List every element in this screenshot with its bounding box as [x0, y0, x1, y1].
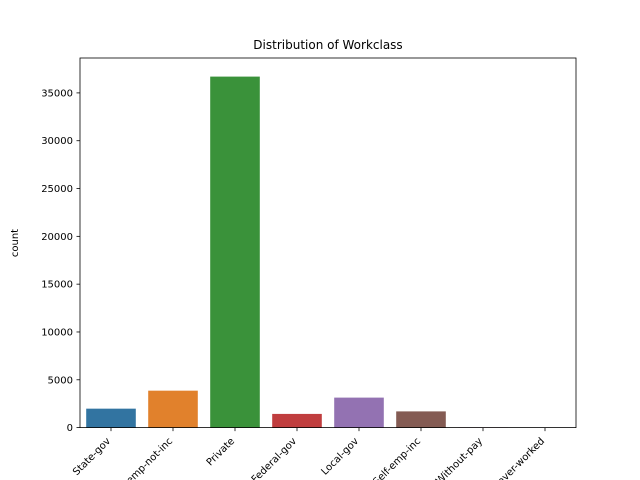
chart-title: Distribution of Workclass	[253, 38, 402, 52]
bar	[334, 397, 384, 428]
bar	[272, 413, 322, 428]
bar	[210, 76, 260, 428]
x-tick-label: Never-worked	[490, 436, 547, 480]
bars-group	[86, 76, 570, 428]
y-tick-label: 0	[67, 423, 73, 434]
y-tick-label: 30000	[41, 136, 73, 147]
x-tick-label: State-gov	[71, 436, 113, 478]
y-tick-label: 5000	[48, 375, 73, 386]
y-tick-label: 25000	[41, 184, 73, 195]
y-tick-label: 10000	[41, 327, 73, 338]
y-axis: 0 5000 10000 15000 20000 25000 30000 35000	[41, 88, 80, 434]
bar	[396, 411, 446, 428]
x-tick-label: Federal-gov	[250, 436, 299, 480]
x-tick-label: Self-emp-inc	[371, 436, 423, 480]
x-tick-label: Local-gov	[319, 436, 361, 478]
y-axis-label: count	[10, 229, 21, 257]
bar	[148, 390, 198, 428]
y-tick-label: 20000	[41, 232, 73, 243]
plot-frame	[79, 57, 577, 429]
y-tick-label: 15000	[41, 280, 73, 291]
x-tick-label: Self-emp-not-inc	[109, 436, 175, 480]
x-tick-label: Private	[205, 436, 237, 468]
bar	[86, 408, 136, 428]
x-tick-label: Without-pay	[434, 436, 485, 480]
y-tick-label: 35000	[41, 88, 73, 99]
